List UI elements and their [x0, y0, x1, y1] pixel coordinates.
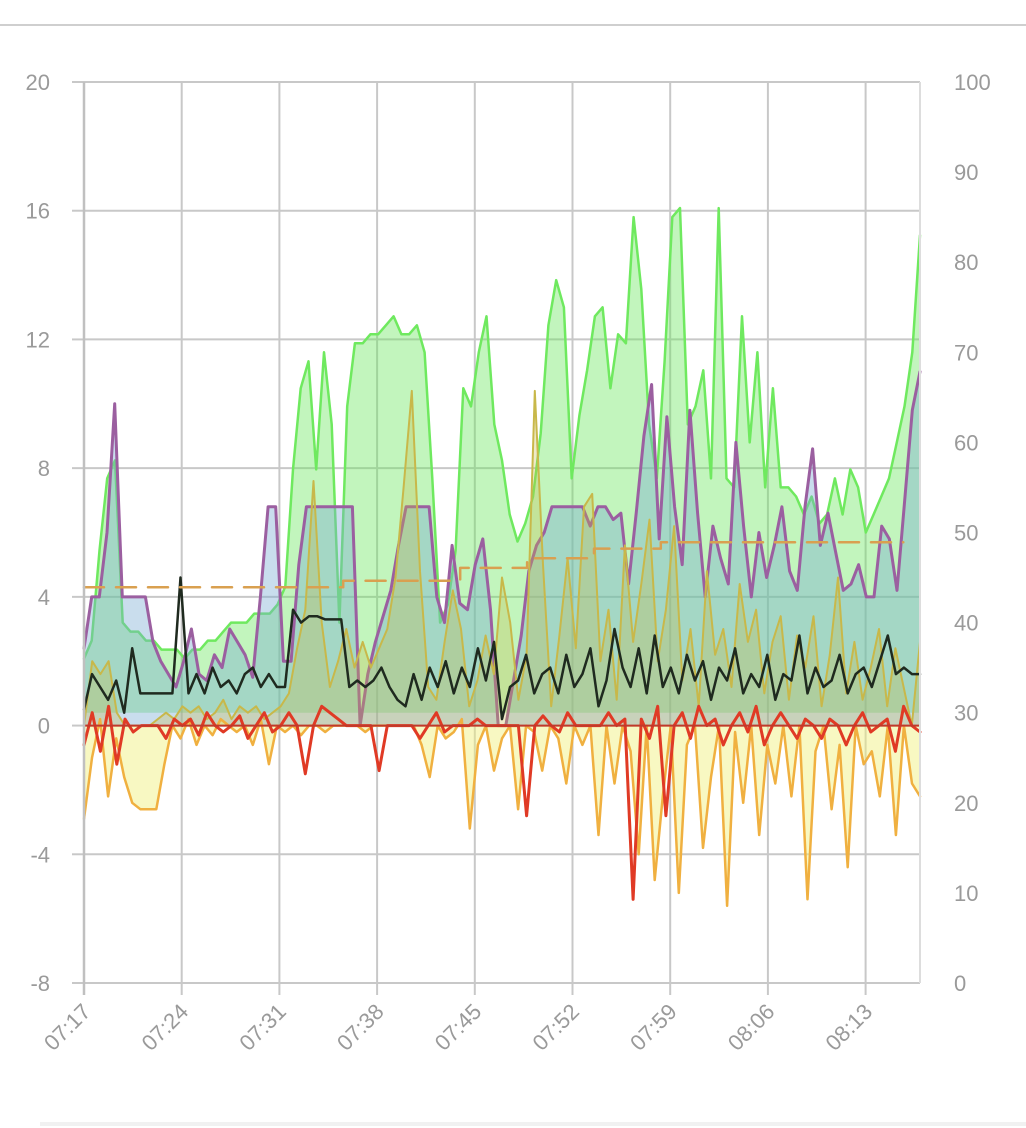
y-left-tick-label: -8 — [30, 971, 50, 996]
y-left-tick-label: 4 — [38, 585, 50, 610]
y-right-tick-label: 70 — [954, 340, 978, 365]
y-right-tick-label: 90 — [954, 160, 978, 185]
y-right-tick-label: 60 — [954, 430, 978, 455]
series-olive-area — [84, 390, 920, 726]
x-tick-label: 07:24 — [137, 999, 194, 1056]
x-tick-label: 07:31 — [234, 999, 291, 1056]
series-olive-line — [83, 389, 921, 727]
y-left-tick-label: 0 — [38, 714, 50, 739]
series-purple-area — [84, 371, 920, 726]
y-left-tick-label: 16 — [26, 199, 50, 224]
x-tick-label: 07:38 — [332, 999, 389, 1056]
y-left-tick-label: 20 — [26, 70, 50, 95]
y-right-tick-label: 40 — [954, 611, 978, 636]
series-yellow-area — [84, 719, 920, 906]
y-left-tick-label: -4 — [30, 842, 50, 867]
series-black-line — [82, 576, 922, 721]
bottom-divider — [40, 1122, 1026, 1126]
series-yellow-line — [82, 717, 922, 908]
y-right-tick-label: 10 — [954, 881, 978, 906]
y-right-tick-label: 50 — [954, 521, 978, 546]
series-layer — [82, 206, 922, 908]
y-right-tick-label: 0 — [954, 971, 966, 996]
y-right-tick-label: 30 — [954, 701, 978, 726]
x-tick-label: 07:17 — [39, 999, 96, 1056]
x-tick-label: 08:06 — [723, 999, 780, 1056]
y-right-tick-label: 100 — [954, 70, 991, 95]
y-left-tick-label: 12 — [26, 327, 50, 352]
y-right-tick-label: 80 — [954, 250, 978, 275]
x-tick-label: 07:59 — [625, 999, 682, 1056]
grid-lines — [83, 81, 920, 984]
top-divider — [0, 24, 1026, 26]
series-green-line — [82, 206, 922, 660]
x-tick-label: 07:52 — [527, 999, 584, 1056]
y-right-tick-label: 20 — [954, 791, 978, 816]
series-dashed-line — [82, 540, 905, 589]
y-left-tick-label: 8 — [38, 456, 50, 481]
x-tick-label: 07:45 — [430, 999, 487, 1056]
x-tick-label: 08:13 — [821, 999, 878, 1056]
